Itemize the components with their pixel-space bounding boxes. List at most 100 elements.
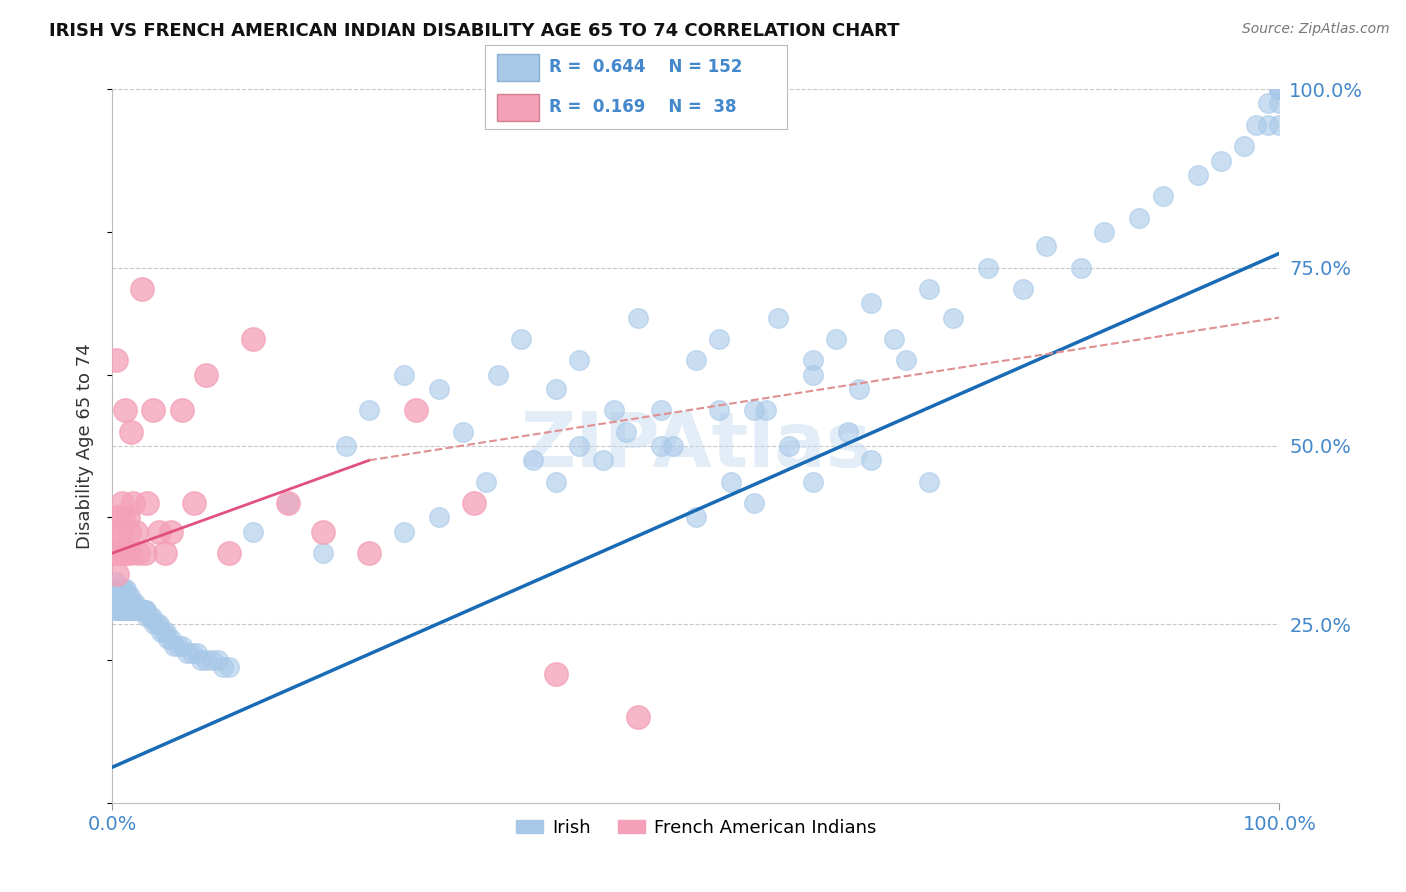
Point (141, 610, 163, 624)
Point (592, 453, 614, 467)
Point (190, 653, 212, 667)
Point (104, 574, 127, 589)
Point (837, 425, 859, 439)
Point (1268, 82, 1291, 96)
Point (1257, 96, 1279, 111)
Point (544, 475, 567, 489)
Point (111, 603, 134, 617)
Point (118, 524, 141, 539)
Point (394, 368, 416, 382)
Point (778, 439, 800, 453)
Point (544, 382, 567, 396)
Point (160, 632, 183, 646)
Point (860, 296, 883, 310)
Point (139, 610, 162, 624)
Point (627, 710, 650, 724)
Point (105, 596, 128, 610)
Point (104, 353, 127, 368)
Point (744, 496, 766, 510)
Point (1244, 118, 1267, 132)
Point (451, 425, 474, 439)
Point (125, 603, 148, 617)
Point (153, 546, 176, 560)
Point (475, 475, 498, 489)
Point (111, 510, 134, 524)
Point (160, 524, 183, 539)
Point (172, 639, 194, 653)
FancyBboxPatch shape (498, 94, 540, 120)
Point (150, 624, 173, 639)
Point (118, 603, 141, 617)
Point (131, 282, 153, 296)
Point (132, 603, 155, 617)
Point (143, 617, 166, 632)
Point (125, 524, 148, 539)
Point (509, 332, 531, 346)
Point (194, 653, 217, 667)
Point (125, 603, 148, 617)
Point (118, 596, 141, 610)
Point (709, 332, 731, 346)
Point (103, 596, 125, 610)
Point (242, 524, 264, 539)
Point (153, 624, 176, 639)
Point (801, 368, 824, 382)
Point (111, 496, 134, 510)
Point (427, 382, 450, 396)
Point (112, 546, 135, 560)
Point (107, 589, 129, 603)
Point (122, 496, 145, 510)
Point (127, 546, 149, 560)
Point (114, 596, 136, 610)
Point (136, 610, 159, 624)
Point (614, 425, 637, 439)
Point (115, 603, 138, 617)
Point (463, 496, 485, 510)
Point (114, 403, 136, 417)
Point (394, 524, 416, 539)
Point (115, 596, 138, 610)
Point (544, 667, 567, 681)
Point (105, 567, 128, 582)
Point (568, 439, 591, 453)
Point (148, 524, 170, 539)
Point (650, 403, 672, 417)
Point (136, 496, 159, 510)
Point (1128, 211, 1150, 225)
Point (135, 603, 157, 617)
Point (115, 582, 138, 596)
Point (894, 353, 917, 368)
Point (117, 589, 139, 603)
Point (685, 353, 707, 368)
Point (117, 596, 139, 610)
Point (166, 639, 188, 653)
Point (105, 589, 128, 603)
Point (1011, 282, 1033, 296)
Point (311, 546, 333, 560)
Text: IRISH VS FRENCH AMERICAN INDIAN DISABILITY AGE 65 TO 74 CORRELATION CHART: IRISH VS FRENCH AMERICAN INDIAN DISABILI… (49, 22, 900, 40)
Point (107, 603, 129, 617)
Point (117, 603, 139, 617)
Point (883, 332, 905, 346)
Point (104, 589, 127, 603)
Point (186, 646, 208, 660)
Point (114, 589, 136, 603)
Point (212, 660, 235, 674)
Point (124, 596, 146, 610)
Point (107, 582, 129, 596)
Point (111, 582, 134, 596)
Point (118, 546, 141, 560)
Point (104, 582, 127, 596)
Point (218, 660, 240, 674)
Point (860, 453, 883, 467)
Point (112, 582, 135, 596)
Point (122, 603, 145, 617)
Point (201, 653, 224, 667)
Point (755, 403, 778, 417)
Point (1035, 239, 1057, 253)
Point (1187, 168, 1209, 182)
Point (131, 603, 153, 617)
Point (110, 589, 132, 603)
Point (801, 475, 824, 489)
Point (568, 353, 591, 368)
